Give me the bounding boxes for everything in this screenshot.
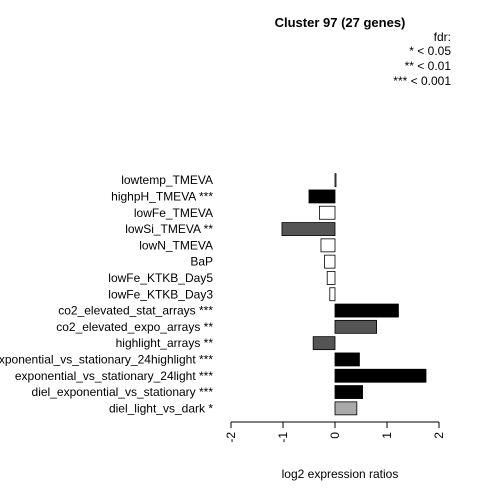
bar: [308, 189, 336, 204]
x-axis-label: log2 expression ratios: [282, 467, 399, 481]
bar: [326, 271, 336, 285]
bar: [334, 385, 363, 399]
category-label: diel_light_vs_dark *: [109, 401, 213, 415]
category-label: BaP: [190, 255, 213, 269]
tick-label: 2: [432, 432, 446, 439]
category-label: exponential_vs_stationary_24light ***: [15, 369, 213, 383]
bar: [334, 319, 377, 334]
bar: [334, 368, 427, 383]
legend-title: fdr:: [434, 30, 451, 44]
bars: [281, 173, 427, 416]
category-label: exponential_vs_stationary_24highlight **…: [0, 352, 213, 366]
category-label: lowN_TMEVA: [139, 238, 213, 252]
category-labels: lowtemp_TMEVA highpH_TMEVA *** lowFe_TMEVA…: [0, 173, 213, 415]
legend-entry: *** < 0.001: [393, 74, 451, 88]
x-axis: -2 -1 0 1 2: [224, 421, 446, 443]
bar: [281, 222, 336, 236]
tick-label: 0: [328, 432, 342, 439]
bar: [334, 173, 337, 188]
bar: [329, 287, 336, 302]
tick-label: -1: [276, 432, 290, 443]
tick-label: -2: [224, 432, 238, 443]
bar: [320, 238, 336, 253]
bar: [334, 401, 358, 416]
category-label: lowFe_KTKB_Day5: [108, 271, 213, 285]
category-label: highpH_TMEVA ***: [111, 189, 213, 203]
bar: [334, 303, 399, 318]
fdr-legend: fdr:* < 0.05** < 0.01*** < 0.001: [393, 30, 451, 88]
bar: [334, 352, 360, 367]
category-label: lowSi_TMEVA **: [125, 222, 213, 236]
chart-title: Cluster 97 (27 genes): [275, 15, 406, 30]
category-label: co2_elevated_expo_arrays **: [56, 320, 213, 334]
category-label: highlight_arrays **: [116, 336, 214, 350]
bar: [318, 205, 336, 220]
legend-entry: * < 0.05: [409, 44, 451, 58]
category-label: lowFe_KTKB_Day3: [108, 287, 213, 301]
category-label: lowtemp_TMEVA: [121, 173, 213, 187]
tick-label: 1: [380, 432, 394, 439]
category-label: lowFe_TMEVA: [134, 206, 213, 220]
bar: [324, 254, 336, 269]
category-label: co2_elevated_stat_arrays ***: [58, 304, 213, 318]
category-label: diel_exponential_vs_stationary ***: [32, 385, 214, 399]
legend-entry: ** < 0.01: [405, 59, 452, 73]
bar: [312, 336, 336, 351]
